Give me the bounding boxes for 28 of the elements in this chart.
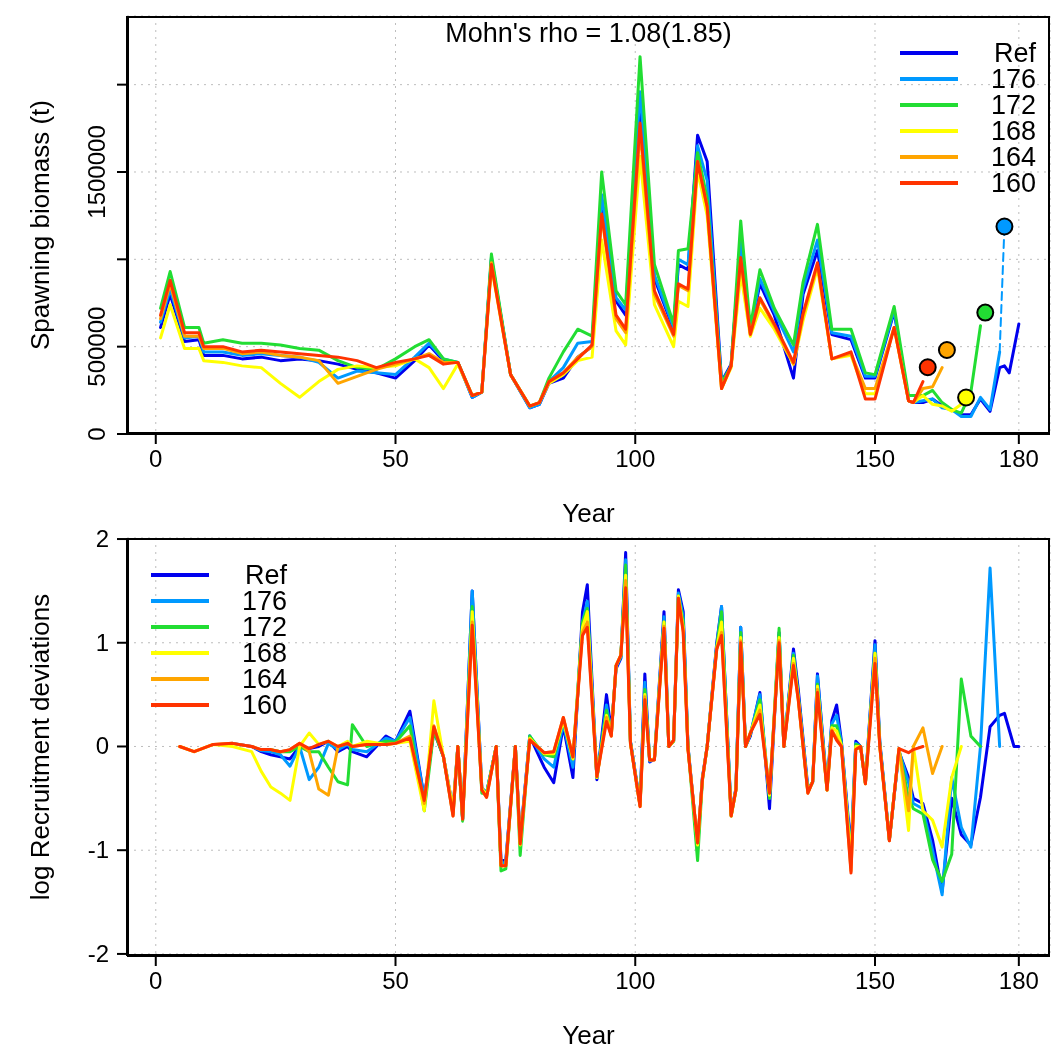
x-axis-title: Year — [562, 498, 616, 528]
x-tick-label: 100 — [615, 967, 656, 995]
x-tick-label: 0 — [149, 445, 163, 473]
y-tick-label: 0 — [83, 427, 110, 441]
x-tick-label: 180 — [998, 967, 1039, 995]
x-tick-label: 50 — [382, 967, 409, 995]
point — [957, 388, 976, 407]
point — [918, 358, 937, 377]
point — [937, 341, 956, 359]
chart-title: Mohn's rho = 1.08(1.85) — [445, 18, 732, 48]
y-axis-title: Spawning biomass (t) — [25, 100, 56, 350]
x-tick-label: 0 — [149, 967, 163, 995]
y-tick-label: -2 — [87, 939, 109, 967]
y-tick-label: 2 — [95, 525, 109, 553]
y-tick-label: -1 — [87, 836, 109, 864]
x-tick-label: 180 — [998, 445, 1039, 473]
y-tick-label: 0 — [95, 732, 109, 760]
point — [976, 303, 995, 322]
y-tick-label: 1 — [95, 628, 109, 656]
point — [995, 217, 1014, 236]
x-tick-label: 100 — [615, 445, 656, 473]
y-tick-label: 1500000 — [83, 125, 110, 219]
x-tick-label: 150 — [854, 445, 896, 473]
x-tick-label: 150 — [854, 967, 896, 995]
x-axis-title: Year — [562, 1020, 616, 1050]
y-axis-title: log Recruitment deviations — [25, 593, 56, 901]
x-tick-label: 50 — [382, 445, 409, 473]
y-tick-label: 500000 — [83, 306, 110, 387]
